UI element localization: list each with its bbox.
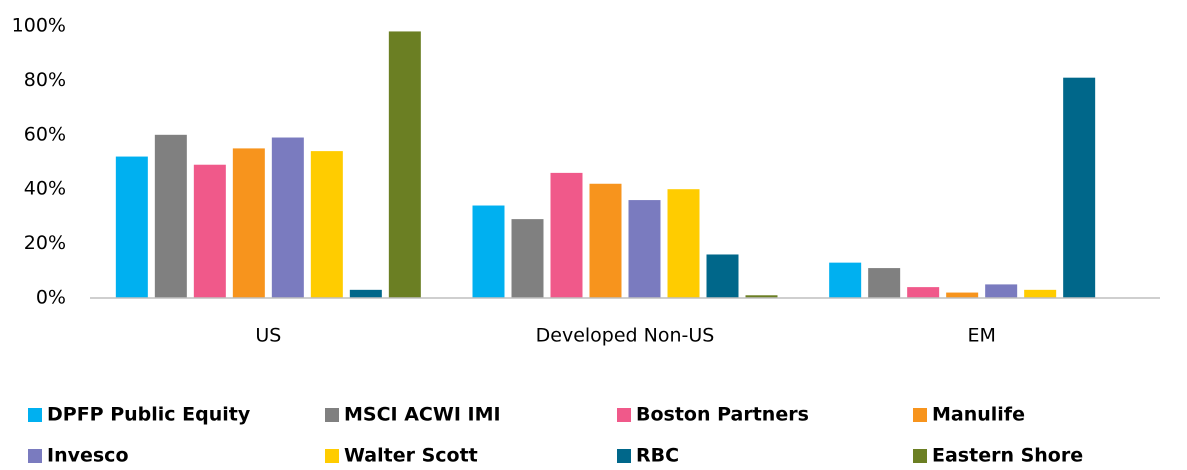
bar	[472, 205, 505, 298]
bar	[745, 295, 778, 298]
bar	[388, 31, 421, 298]
bar	[985, 284, 1018, 298]
legend-swatch	[913, 449, 927, 463]
legend-label: MSCI ACWI IMI	[344, 404, 501, 426]
legend-swatch	[28, 408, 42, 422]
y-tick-label: 40%	[24, 178, 66, 200]
y-tick-label: 20%	[24, 232, 66, 254]
bar	[907, 287, 940, 298]
bar	[868, 268, 901, 298]
bar	[589, 183, 622, 298]
bar	[550, 172, 583, 298]
y-tick-label: 100%	[12, 15, 66, 37]
legend-label: Eastern Shore	[932, 445, 1083, 467]
legend-swatch	[913, 408, 927, 422]
legend-swatch	[617, 449, 631, 463]
bar	[1063, 77, 1096, 299]
legend-swatch	[325, 449, 339, 463]
bar	[511, 219, 544, 298]
bar	[829, 262, 862, 298]
legend-label: Invesco	[47, 445, 129, 467]
x-tick-label: US	[255, 325, 281, 347]
legend-swatch	[325, 408, 339, 422]
bar	[115, 156, 148, 298]
bar	[946, 292, 979, 298]
legend-label: Manulife	[932, 404, 1025, 426]
bar	[271, 137, 304, 298]
x-tick-label: Developed Non-US	[536, 325, 715, 347]
legend-label: Walter Scott	[344, 445, 478, 467]
bar	[667, 189, 700, 298]
y-tick-label: 60%	[24, 123, 66, 145]
bar	[349, 289, 382, 298]
x-tick-label: EM	[967, 325, 995, 347]
bar	[193, 164, 226, 298]
bar	[628, 200, 661, 298]
y-tick-label: 0%	[36, 287, 66, 309]
bar	[1024, 289, 1057, 298]
legend-label: Boston Partners	[636, 404, 809, 426]
legend-swatch	[28, 449, 42, 463]
legend-label: DPFP Public Equity	[47, 404, 251, 426]
bar	[706, 254, 739, 298]
bar	[310, 151, 343, 298]
y-tick-label: 80%	[24, 69, 66, 91]
bar	[232, 148, 265, 298]
legend-swatch	[617, 408, 631, 422]
legend-label: RBC	[636, 445, 679, 467]
bar	[154, 134, 187, 298]
